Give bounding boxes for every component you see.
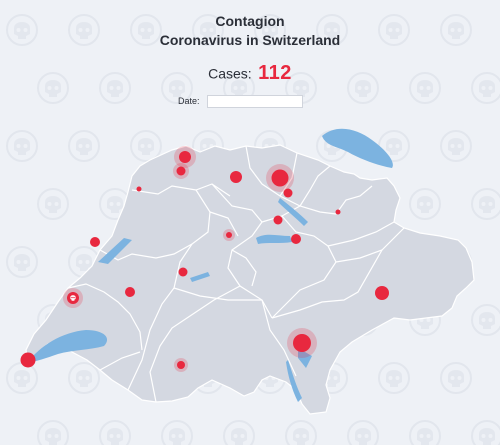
cases-label: Cases:	[208, 65, 252, 82]
hotspot-marker[interactable]	[375, 286, 389, 300]
hotspot-marker[interactable]	[90, 237, 100, 247]
lake-lugano	[298, 348, 312, 368]
cases-counter: Cases: 112	[0, 62, 500, 85]
hotspot-marker[interactable]	[291, 234, 301, 244]
lake-maggiore	[286, 360, 302, 402]
lake-zurich	[278, 198, 308, 226]
hotspot-marker[interactable]	[271, 169, 289, 187]
hotspot-marker[interactable]	[178, 267, 188, 277]
hotspot-marker[interactable]	[136, 186, 142, 192]
lakes	[28, 128, 393, 402]
date-label: Date:	[178, 96, 200, 106]
lake-geneva	[28, 330, 108, 362]
page-header: Contagion Coronavirus in Switzerland	[0, 12, 500, 50]
hotspot-marker[interactable]	[283, 188, 293, 198]
hotspot-marker[interactable]	[335, 209, 341, 215]
hotspot-marker[interactable]	[293, 334, 311, 352]
hotspot-marker[interactable]	[179, 151, 191, 163]
lake-constance	[322, 128, 393, 168]
lake-lucerne	[256, 234, 292, 244]
hotspot-marker[interactable]	[230, 171, 242, 183]
page-subtitle: Coronavirus in Switzerland	[159, 32, 341, 48]
canton-borders	[67, 145, 405, 403]
lake-neuchatel	[98, 238, 132, 264]
hotspot-marker[interactable]	[273, 215, 283, 225]
hotspot-marker[interactable]	[226, 232, 232, 238]
hotspot-marker[interactable]	[20, 352, 36, 368]
cases-value: 112	[258, 62, 292, 84]
app-title: Contagion	[215, 13, 285, 29]
lake-thun	[190, 272, 210, 282]
hotspot-marker[interactable]	[176, 166, 186, 176]
date-input[interactable]	[207, 95, 303, 108]
hotspots[interactable]	[20, 146, 390, 372]
death-skull-icon	[70, 295, 76, 301]
hotspot-marker[interactable]	[177, 361, 185, 369]
hotspot-marker[interactable]	[125, 287, 135, 297]
country-outline	[25, 144, 475, 415]
